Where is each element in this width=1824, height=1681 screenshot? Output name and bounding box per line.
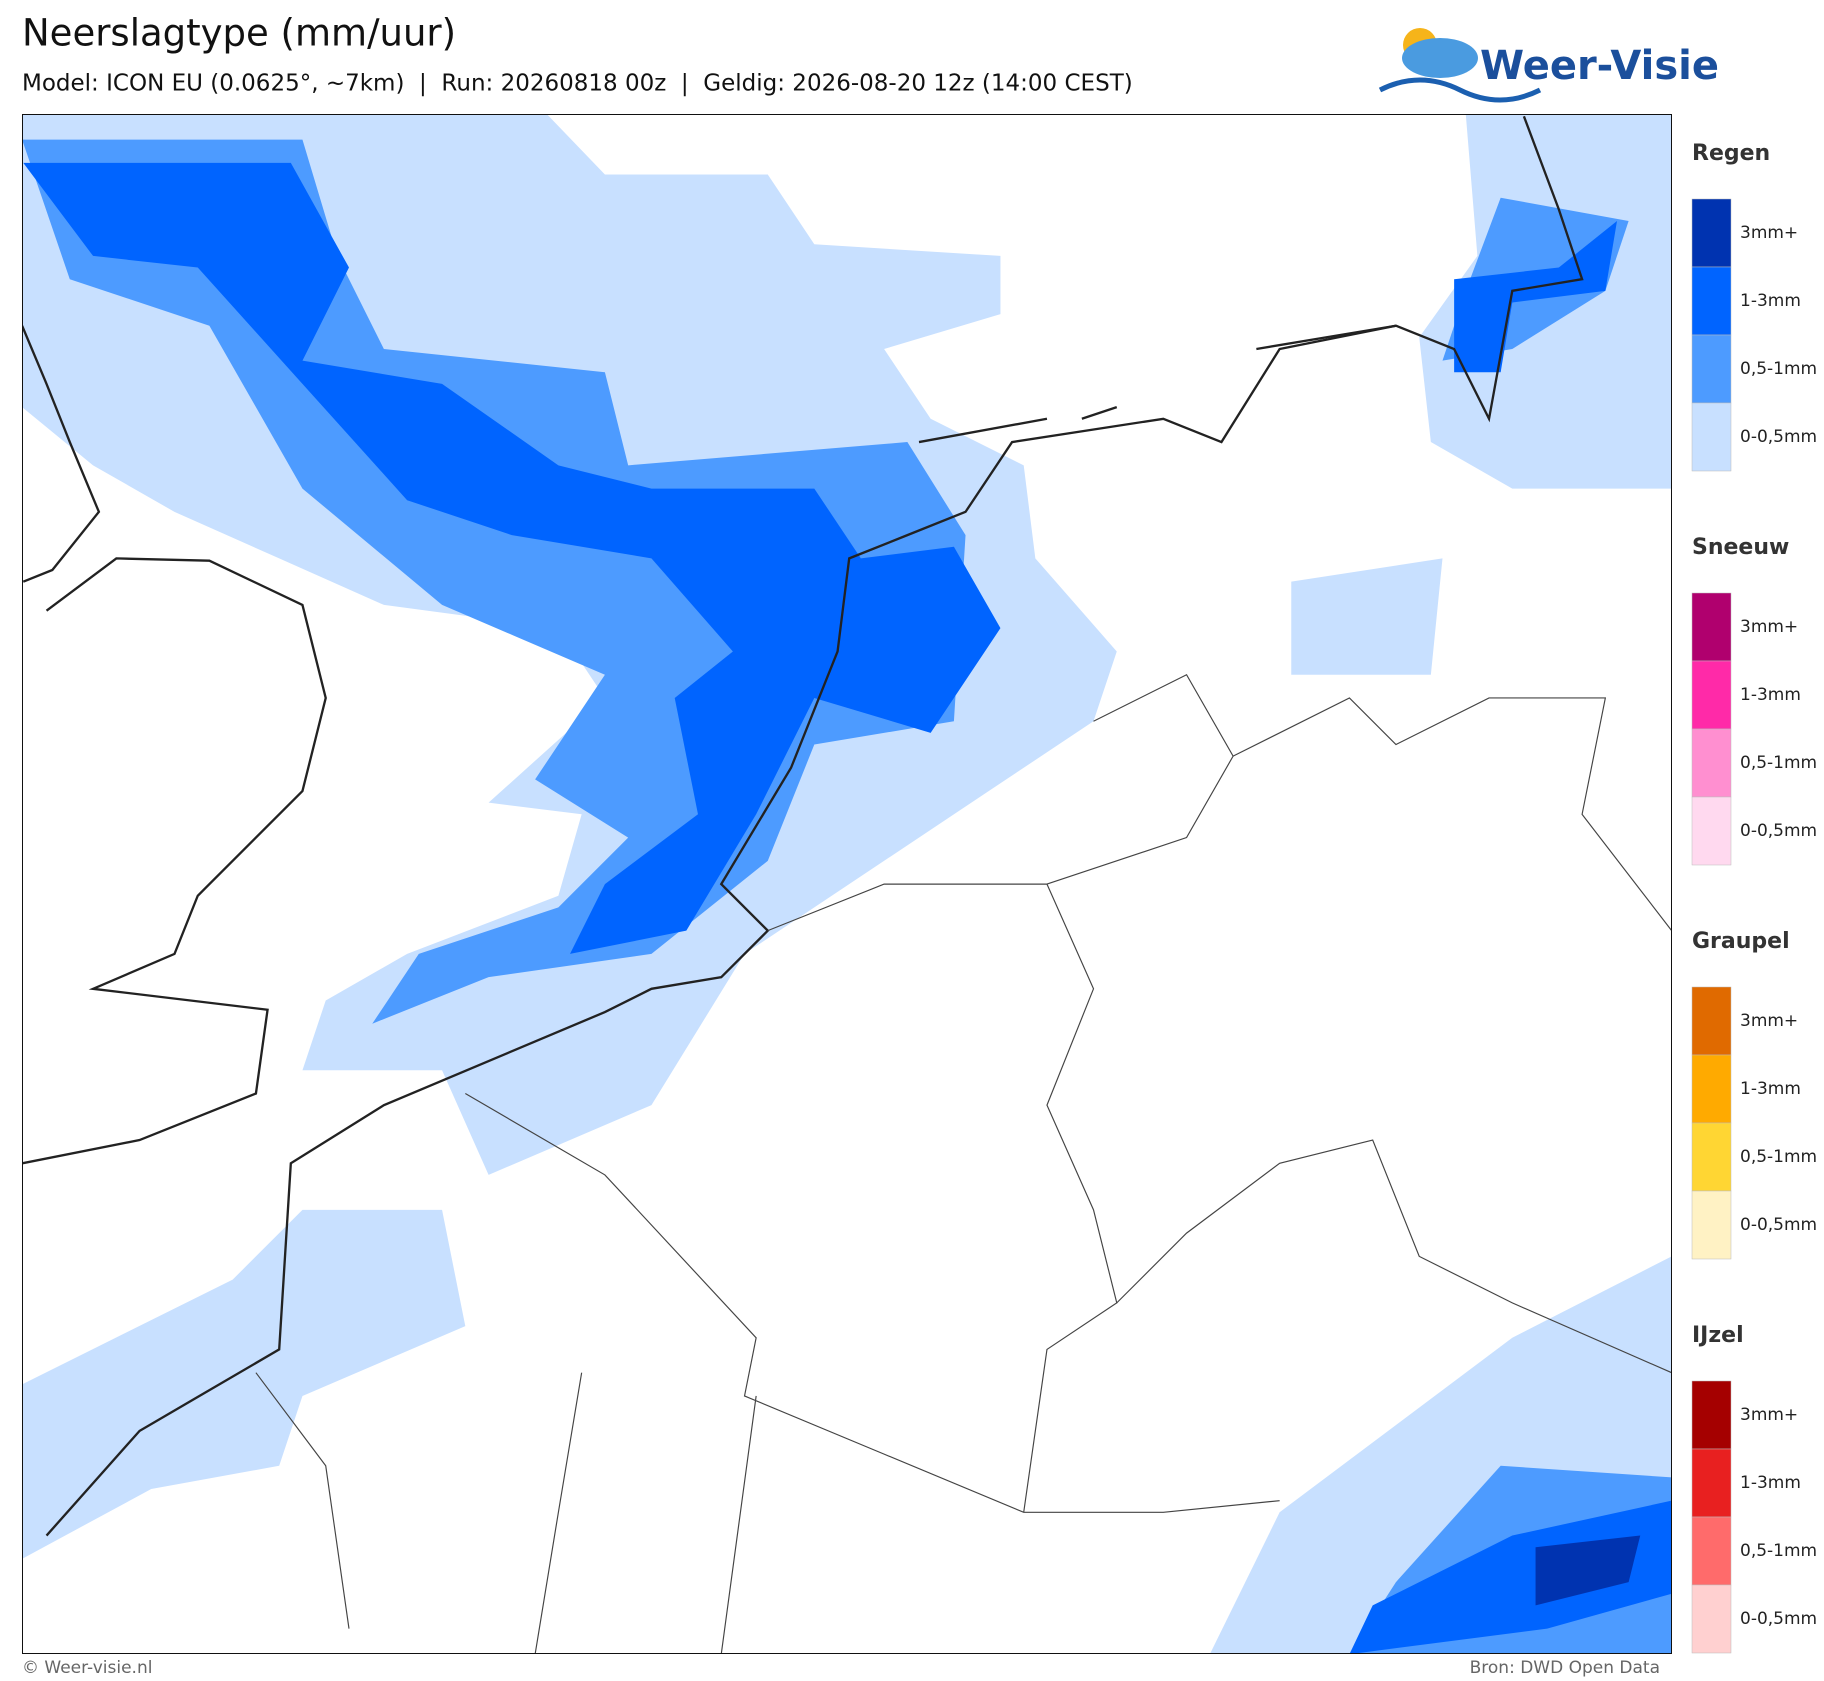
logo-text: Weer-Visie xyxy=(1480,43,1719,89)
logo: Weer-Visie xyxy=(1378,28,1719,103)
legend-title: Regen xyxy=(1692,141,1770,166)
legend-swatch xyxy=(1691,334,1732,404)
legend-label: 0,5-1mm xyxy=(1740,753,1817,773)
legend: Regen 3mm+ 1-3mm 0,5-1mm 0-0,5mm Sneeuw 3mm+ 1-… xyxy=(1691,141,1817,1654)
legend-swatch xyxy=(1691,1584,1732,1654)
legend-label: 1-3mm xyxy=(1740,685,1801,705)
legend-label: 0-0,5mm xyxy=(1740,427,1817,447)
legend-label: 1-3mm xyxy=(1740,1473,1801,1493)
legend-label: 0-0,5mm xyxy=(1740,1215,1817,1235)
legend-label: 1-3mm xyxy=(1740,1079,1801,1099)
legend-label: 0-0,5mm xyxy=(1740,821,1817,841)
legend-swatch xyxy=(1691,728,1732,798)
footer-right: Bron: DWD Open Data xyxy=(1470,1658,1660,1678)
legend-swatch xyxy=(1691,1122,1732,1192)
legend-label: 3mm+ xyxy=(1740,223,1798,243)
legend-label: 0,5-1mm xyxy=(1740,1147,1817,1167)
legend-swatch xyxy=(1691,1448,1732,1518)
legend-label: 0-0,5mm xyxy=(1740,1609,1817,1629)
legend-label: 3mm+ xyxy=(1740,617,1798,637)
legend-swatch xyxy=(1691,660,1732,730)
legend-swatch xyxy=(1691,1190,1732,1260)
title: Neerslagtype (mm/uur) xyxy=(22,12,456,55)
legend-label: 0,5-1mm xyxy=(1740,359,1817,379)
legend-title: IJzel xyxy=(1692,1323,1744,1348)
legend-swatch xyxy=(1691,266,1732,336)
legend-swatch xyxy=(1691,1380,1732,1450)
map xyxy=(22,114,1672,1654)
legend-swatch xyxy=(1691,986,1732,1056)
legend-swatch xyxy=(1691,1054,1732,1124)
legend-label: 3mm+ xyxy=(1740,1011,1798,1031)
legend-title: Graupel xyxy=(1692,929,1790,954)
legend-swatch xyxy=(1691,592,1732,662)
subtitle: Model: ICON EU (0.0625°, ~7km) | Run: 20… xyxy=(22,71,1133,97)
footer-left: © Weer-visie.nl xyxy=(22,1658,152,1678)
legend-swatch xyxy=(1691,796,1732,866)
legend-label: 0,5-1mm xyxy=(1740,1541,1817,1561)
legend-label: 3mm+ xyxy=(1740,1405,1798,1425)
legend-swatch xyxy=(1691,198,1732,268)
legend-swatch xyxy=(1691,402,1732,472)
legend-swatch xyxy=(1691,1516,1732,1586)
legend-label: 1-3mm xyxy=(1740,291,1801,311)
legend-title: Sneeuw xyxy=(1692,535,1789,560)
